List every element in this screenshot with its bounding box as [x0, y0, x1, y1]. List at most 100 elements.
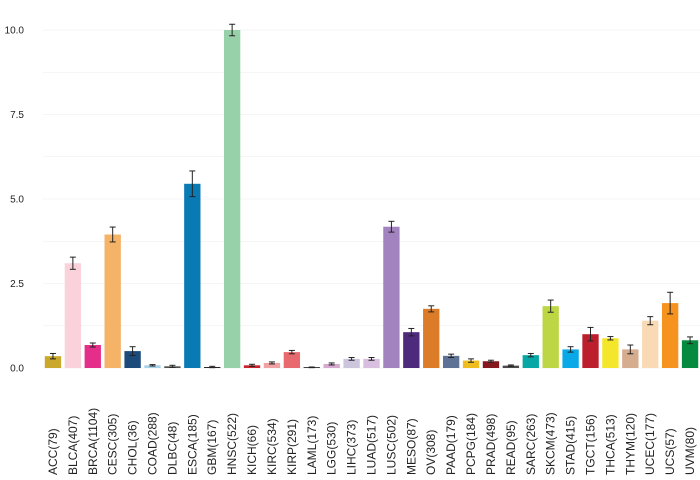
gridlines [43, 29, 700, 369]
bar [343, 358, 360, 368]
x-tick-label: CHOL(36) [126, 420, 140, 475]
y-tick-label: 5.0 [10, 195, 24, 206]
error-bar [129, 346, 136, 356]
x-tick-label: PAAD(179) [444, 415, 458, 475]
error-bar [288, 349, 295, 355]
error-bar [567, 346, 574, 353]
error-bar [189, 170, 196, 198]
x-tick-label: LUAD(517) [365, 415, 379, 475]
x-tick-label: ESCA(185) [185, 414, 199, 475]
bar [124, 351, 141, 368]
error-bar [69, 256, 76, 270]
x-tick-label: PRAD(498) [484, 414, 498, 475]
bar [602, 338, 619, 368]
error-bar [368, 357, 375, 361]
error-bar [229, 23, 236, 37]
y-tick-label: 10.0 [5, 26, 25, 37]
error-bar [348, 357, 355, 361]
bar [582, 334, 599, 368]
error-bar [428, 305, 435, 313]
error-bar [328, 362, 335, 366]
x-tick-label: LAML(173) [305, 416, 319, 475]
bar [383, 226, 400, 368]
x-tick-label: SARC(263) [524, 414, 538, 475]
bar [223, 30, 241, 368]
error-bar [149, 364, 156, 367]
x-tick-label: TGCT(156) [584, 414, 598, 475]
x-tick-label: CESC(305) [106, 414, 120, 475]
x-tick-label: THYM(120) [623, 413, 637, 475]
x-tick-label: LUSC(502) [384, 415, 398, 475]
error-bar [487, 359, 494, 363]
x-axis-labels: ACC(79) BLCA(407) BRCA(1104) CESC(305) CHOL(… [46, 408, 697, 475]
x-tick-label: UCEC(177) [643, 413, 657, 475]
bar [144, 365, 161, 368]
error-bar [468, 358, 475, 363]
error-bar [388, 220, 395, 233]
bar [263, 362, 281, 368]
bar [482, 361, 500, 368]
x-tick-label: UVM(80) [683, 427, 697, 475]
x-tick-label: THCA(513) [603, 414, 617, 475]
bar [442, 355, 460, 368]
x-tick-label: OV(308) [424, 430, 438, 475]
error-bars [49, 23, 694, 369]
y-tick-label: 2.5 [10, 279, 24, 290]
x-tick-label: DLBC(48) [165, 422, 179, 475]
bar [403, 332, 420, 368]
bar [323, 363, 340, 368]
x-tick-label: SKCM(473) [544, 412, 558, 475]
y-tick-label: 0.0 [10, 364, 24, 375]
bar [184, 183, 201, 368]
bar [502, 365, 520, 368]
error-bar [209, 365, 216, 369]
error-bar [507, 364, 514, 367]
x-tick-label: ACC(79) [46, 428, 60, 475]
error-bar [169, 364, 176, 368]
x-tick-label: PCPG(184) [464, 413, 478, 475]
x-tick-label: BLCA(407) [66, 416, 80, 475]
bar [283, 352, 301, 368]
error-bar [647, 316, 654, 326]
x-tick-label: MESO(87) [404, 418, 418, 475]
error-bar [527, 352, 534, 358]
x-tick-label: READ(95) [504, 420, 518, 475]
error-bar [627, 344, 634, 355]
bar [84, 345, 101, 368]
bar [104, 234, 121, 368]
x-tick-label: HNSC(522) [225, 413, 239, 475]
error-bar [667, 291, 674, 315]
x-tick-label: LIHC(373) [345, 420, 359, 475]
bar [64, 263, 82, 368]
x-tick-label: KIRC(534) [265, 418, 279, 475]
error-bar [607, 336, 614, 341]
bar [363, 358, 380, 368]
x-tick-label: UCS(57) [663, 428, 677, 475]
x-tick-label: GBM(167) [205, 420, 219, 475]
error-bar [448, 353, 455, 359]
error-bar [249, 363, 256, 367]
bar [661, 303, 679, 368]
error-bar [49, 352, 56, 360]
x-tick-label: LGG(530) [325, 422, 339, 475]
bar [462, 360, 480, 368]
error-bar [89, 342, 96, 348]
x-tick-label: KICH(66) [245, 425, 259, 475]
bar [642, 320, 659, 368]
y-tick-label: 7.5 [10, 110, 24, 121]
x-tick-label: KIRP(291) [285, 419, 299, 475]
error-bar [308, 366, 315, 369]
bar [423, 308, 440, 368]
error-bar [408, 327, 415, 337]
bar [622, 349, 639, 368]
error-bar [109, 226, 116, 243]
bar [562, 349, 579, 368]
error-bar [547, 299, 554, 313]
bar [522, 355, 539, 368]
x-tick-label: COAD(288) [146, 412, 160, 475]
error-bar [687, 336, 694, 345]
y-axis-ticks: 0.0 2.5 5.0 7.5 10.0 [5, 26, 25, 375]
bar [44, 356, 62, 368]
error-bar [268, 361, 275, 365]
x-tick-label: BRCA(1104) [86, 408, 100, 475]
